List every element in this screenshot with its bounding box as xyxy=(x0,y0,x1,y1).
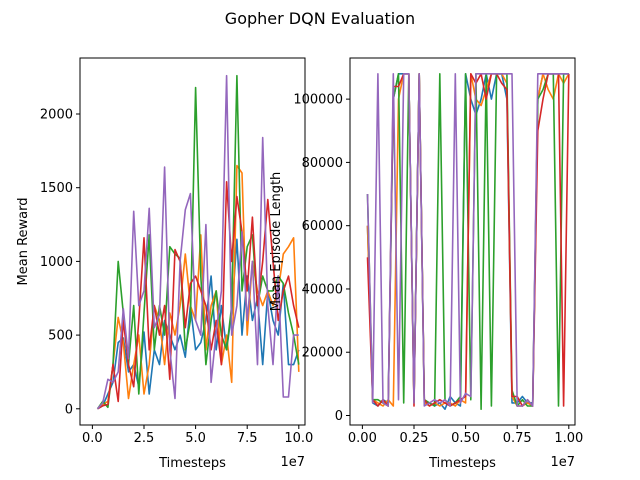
episode-length-y-axis-label: Mean Episode Length xyxy=(269,172,284,312)
episode-length-chart: 0.00 0.25 0.50 0.75 1.00 0 20000 40000 60000 800… xyxy=(269,57,583,471)
reward-y-tick-label: 1500 xyxy=(40,181,73,196)
reward-series-line-5 xyxy=(96,74,299,410)
episode-length-y-tick-label: 60000 xyxy=(302,219,343,234)
episode-length-y-tick-label: 0 xyxy=(335,409,343,424)
reward-chart: 0.0 2.5 5.0 7.5 10.0 0 500 1000 1500 2000 Timest… xyxy=(16,57,313,471)
episode-length-x-axis-label: Timesteps xyxy=(428,456,496,471)
episode-length-y-ticks: 0 20000 40000 60000 80000 100000 xyxy=(293,93,350,424)
episode-length-x-tick-label: 0.25 xyxy=(400,431,429,446)
episode-length-axes-frame xyxy=(349,57,576,426)
reward-y-tick-label: 0 xyxy=(65,402,73,417)
episode-length-x-tick-label: 0.50 xyxy=(451,431,480,446)
reward-series-line-1 xyxy=(97,238,300,410)
reward-y-tick-label: 1000 xyxy=(40,255,73,270)
reward-x-tick-label: 10.0 xyxy=(284,431,313,446)
episode-length-y-tick-label: 20000 xyxy=(302,346,343,361)
reward-x-offset-label: 1e7 xyxy=(280,455,305,470)
reward-plot-area xyxy=(96,74,300,410)
reward-y-tick-label: 2000 xyxy=(40,108,73,123)
reward-y-ticks: 0 500 1000 1500 2000 xyxy=(40,108,80,417)
episode-length-x-tick-label: 0.75 xyxy=(503,431,532,446)
reward-axes-frame xyxy=(79,57,306,426)
episode-length-y-tick-label: 80000 xyxy=(302,156,343,171)
reward-x-ticks: 0.0 2.5 5.0 7.5 10.0 xyxy=(82,425,313,446)
episode-length-series-line-5 xyxy=(366,73,569,407)
reward-x-tick-label: 5.0 xyxy=(185,431,206,446)
reward-x-tick-label: 2.5 xyxy=(134,431,155,446)
episode-length-plot-area xyxy=(366,73,570,411)
reward-y-axis-label: Mean Reward xyxy=(16,198,31,286)
episode-length-y-tick-label: 40000 xyxy=(302,282,343,297)
episode-length-x-offset-label: 1e7 xyxy=(550,455,575,470)
episode-length-x-tick-label: 1.00 xyxy=(554,431,583,446)
episode-length-x-tick-label: 0.00 xyxy=(348,431,377,446)
episode-length-y-tick-label: 100000 xyxy=(293,93,343,108)
reward-x-axis-label: Timesteps xyxy=(158,456,226,471)
reward-y-tick-label: 500 xyxy=(48,329,73,344)
reward-x-tick-label: 0.0 xyxy=(82,431,103,446)
episode-length-x-ticks: 0.00 0.25 0.50 0.75 1.00 xyxy=(348,425,583,446)
figure-title: Gopher DQN Evaluation xyxy=(225,9,415,28)
reward-series-line-2 xyxy=(96,164,300,410)
reward-series-line-3 xyxy=(96,74,300,410)
reward-x-tick-label: 7.5 xyxy=(237,431,258,446)
